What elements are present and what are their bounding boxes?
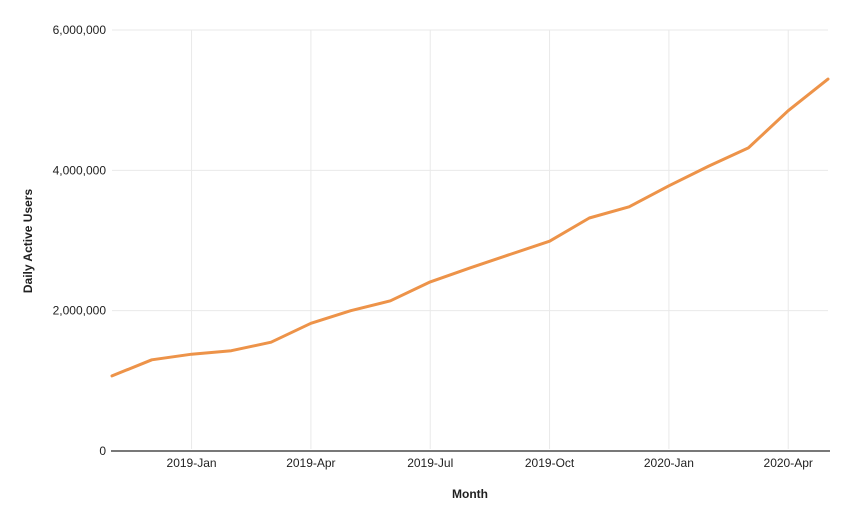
x-tick-label: 2019-Apr [286,456,335,470]
x-tick-label: 2019-Oct [525,456,575,470]
y-tick-label: 6,000,000 [53,23,107,37]
x-tick-label: 2019-Jul [407,456,453,470]
y-tick-label: 2,000,000 [53,304,107,318]
y-axis-title: Daily Active Users [21,188,35,294]
y-tick-label: 4,000,000 [53,163,107,177]
gridlines-group [112,29,828,449]
x-axis-title: Month [452,487,488,501]
series-group [110,77,830,378]
y-tick-label: 0 [99,444,106,458]
tick-labels-group: 0 2,000,000 4,000,000 6,000,000 2019-Jan 2019… [53,23,813,470]
x-tick-label: 2019-Jan [167,456,217,470]
x-tick-label: 2020-Apr [764,456,813,470]
dau-line-series [110,77,830,378]
x-tick-label: 2020-Jan [644,456,694,470]
